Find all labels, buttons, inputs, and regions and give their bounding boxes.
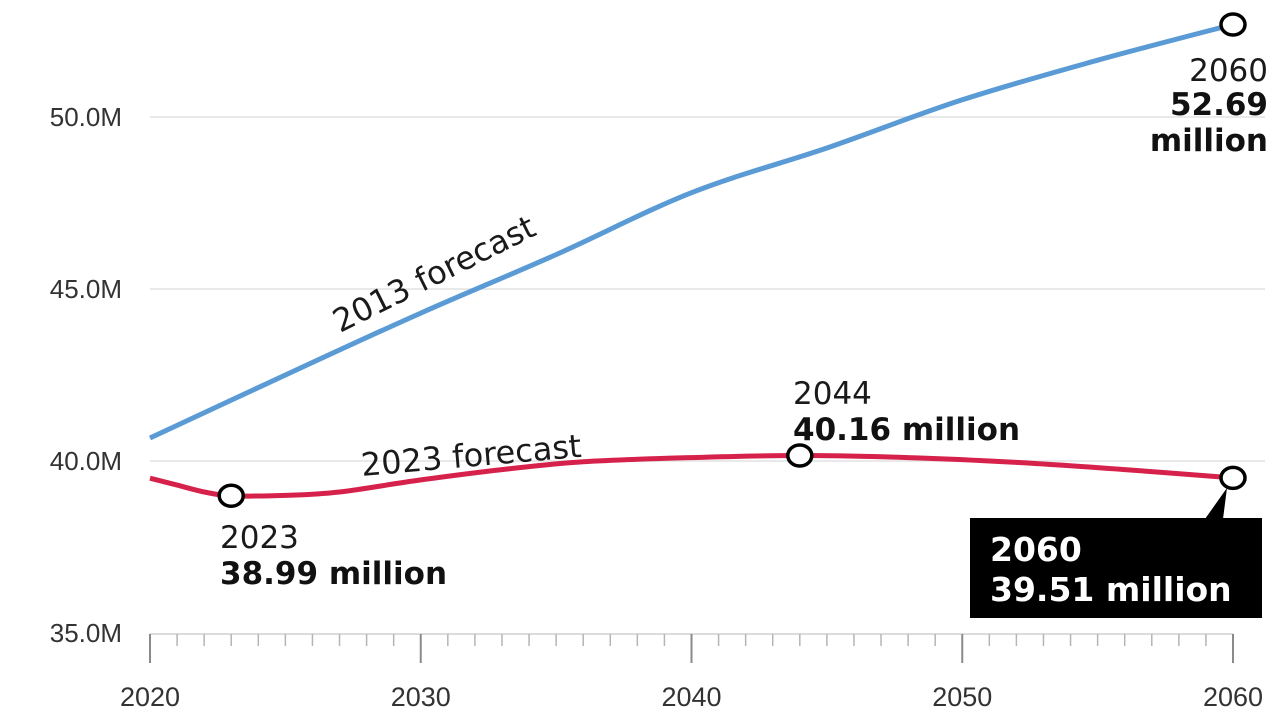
annotation-2013-forecast-2060: 2060 52.69 million	[1150, 53, 1268, 159]
annotation-year: 2023	[220, 520, 299, 556]
annotation-value: 38.99 million	[220, 556, 447, 592]
point-marker-2060	[1219, 465, 1247, 491]
y-tick-label: 50.0M	[50, 102, 122, 132]
y-tick-label: 35.0M	[50, 618, 122, 648]
x-tick-label: 2040	[661, 682, 721, 712]
annotation-value: 39.51 million	[990, 570, 1232, 609]
point-markers	[217, 12, 1247, 508]
y-tick-label: 40.0M	[50, 446, 122, 476]
point-marker-2023	[217, 483, 245, 508]
annotation-2023-forecast-2060-callout: 2060 39.51 million	[970, 487, 1262, 618]
annotation-year: 2044	[793, 376, 872, 412]
annotation-year: 2060	[1189, 53, 1268, 89]
x-tick-label: 2050	[932, 682, 992, 712]
x-tick-label: 2030	[391, 682, 451, 712]
annotation-value: 52.69	[1170, 87, 1268, 123]
callout-pointer	[1205, 487, 1227, 519]
annotation-value: 40.16 million	[793, 412, 1020, 448]
annotation-2023-forecast-2023: 2023 38.99 million	[220, 520, 447, 592]
annotation-year: 2060	[990, 530, 1082, 569]
x-tick-label: 2060	[1203, 682, 1263, 712]
annotation-unit: million	[1150, 123, 1268, 159]
series-line-2013-forecast	[148, 22, 1234, 441]
y-axis: 35.0M 40.0M 45.0M 50.0M	[50, 102, 122, 648]
x-axis: 2020 2030 2040 2050 2060	[120, 633, 1263, 712]
callout-box	[970, 518, 1262, 618]
y-tick-label: 45.0M	[50, 274, 122, 304]
annotation-2023-forecast-2044: 2044 40.16 million	[793, 376, 1020, 448]
x-tick-label: 2020	[120, 682, 180, 712]
point-marker-2044	[786, 443, 814, 468]
series-lines	[148, 22, 1234, 499]
point-marker-2060	[1219, 12, 1247, 37]
gridlines	[150, 116, 1265, 462]
